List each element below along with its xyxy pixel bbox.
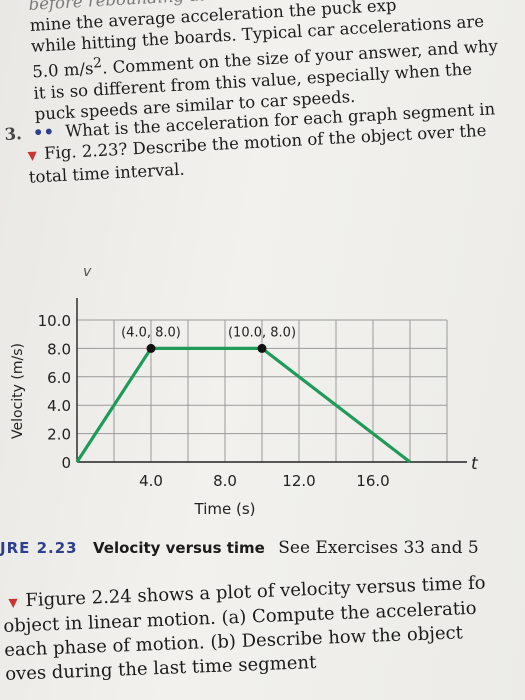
chart-labels: 0 2.0 4.0 6.0 8.0 10.0 4.0 8.0 12.0 16.0 Time (s) V… (10, 312, 390, 518)
figure-marker-icon: ▼ (27, 148, 38, 163)
x-axis-title: Time (s) (194, 500, 256, 518)
y-tick-label: 6.0 (47, 369, 71, 387)
question-number: 3. (4, 124, 23, 144)
bottom-paragraph: ▼ Figure 2.24 shows a plot of velocity v… (2, 570, 525, 687)
difficulty-dots: •• (32, 122, 55, 143)
figure-marker-icon: ▼ (8, 595, 18, 610)
x-axis-symbol: t (471, 454, 479, 474)
y-axis-title: Velocity (m/s) (10, 343, 26, 439)
x-tick-label: 4.0 (139, 472, 163, 490)
data-point-label: (4.0, 8.0) (121, 325, 181, 340)
data-point-label: (10.0, 8.0) (228, 325, 296, 340)
x-tick-label: 12.0 (282, 472, 315, 490)
y-tick-label: 0 (61, 454, 71, 472)
figure-label: JRE 2.23 (0, 539, 78, 557)
y-tick-label: 8.0 (47, 340, 71, 358)
series-line (75, 346, 411, 464)
data-point (257, 343, 267, 353)
x-tick-label: 8.0 (213, 472, 237, 490)
chart-series (75, 343, 411, 464)
figure-caption-text: See Exercises 33 and 5 (278, 538, 479, 558)
chart-axes: tv (76, 264, 479, 474)
y-tick-label: 4.0 (47, 397, 71, 415)
y-axis-symbol: v (83, 264, 92, 280)
chart-grid (77, 319, 448, 462)
y-tick-label: 10.0 (38, 312, 71, 330)
y-tick-label: 2.0 (47, 426, 71, 444)
figure-caption: JRE 2.23 Velocity versus time See Exerci… (0, 538, 525, 558)
x-tick-label: 16.0 (356, 472, 389, 490)
data-point (146, 343, 156, 353)
figure-title: Velocity versus time (93, 539, 265, 557)
